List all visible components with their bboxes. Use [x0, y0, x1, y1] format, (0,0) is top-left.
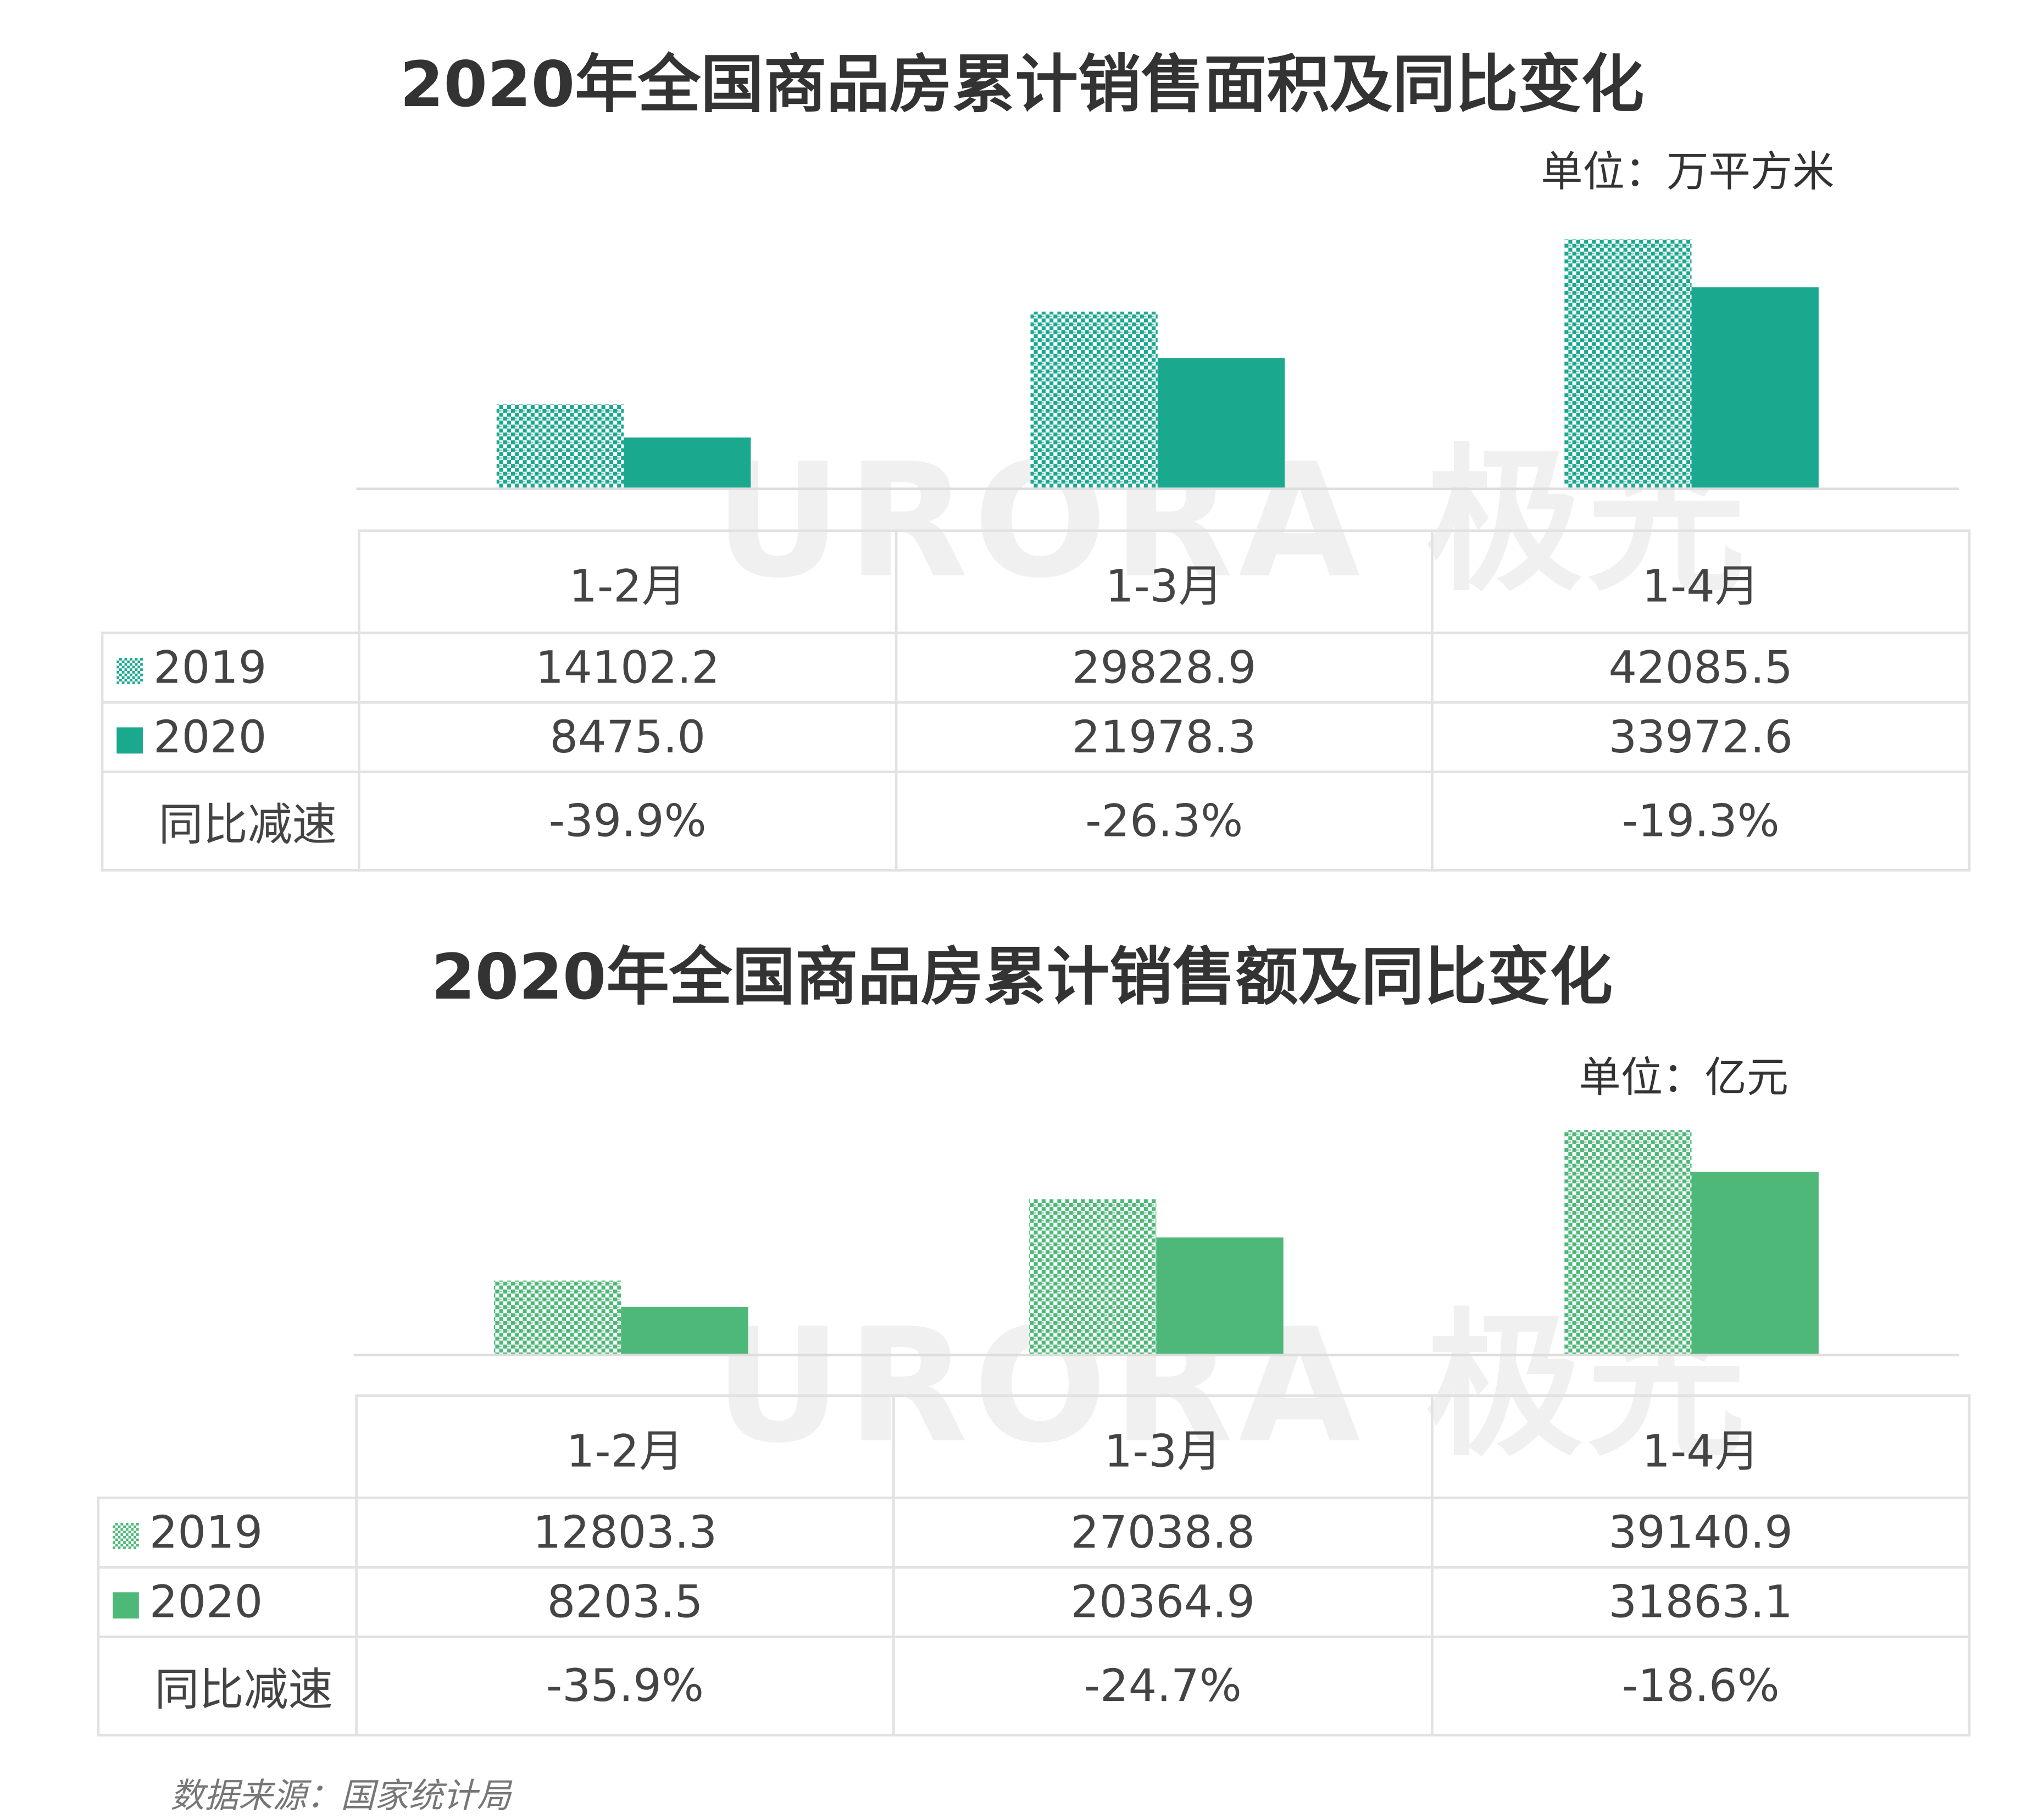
legend-label: 同比减速	[154, 1664, 333, 1717]
table-row: 2019 12803.3 27038.8 39140.9	[97, 1496, 1971, 1569]
table-corner	[102, 530, 360, 635]
data-cell: 21978.3	[895, 701, 1434, 773]
data-cell: 29828.9	[895, 631, 1434, 704]
data-cell: 27038.8	[892, 1496, 1434, 1569]
legend-swatch-2019	[113, 1522, 139, 1549]
row-label: 同比减速	[97, 1635, 358, 1737]
legend-swatch-2019	[116, 657, 143, 684]
column-header: 1-4月	[1430, 529, 1971, 635]
bar-2020-1-4月	[1691, 1172, 1819, 1354]
data-table: 1-2月 1-3月 1-4月 2019 14102.2 29828.9 42085.5 202…	[101, 529, 1971, 872]
bar-chart-area	[356, 239, 1959, 490]
bar-2020-1-2月	[621, 1307, 748, 1354]
legend-swatch-2020	[116, 727, 143, 753]
row-label: 同比减速	[101, 771, 360, 872]
data-cell: 8475.0	[357, 701, 898, 773]
data-cell: -19.3%	[1430, 771, 1971, 872]
unit-label: 单位：亿元	[1579, 1052, 1788, 1102]
bar-2019-1-3月	[1029, 1199, 1157, 1354]
data-cell: 14102.2	[357, 631, 898, 704]
legend-label: 2020	[153, 711, 267, 764]
row-label: 2019	[97, 1496, 358, 1569]
legend-label: 同比减速	[158, 799, 337, 852]
data-cell: -35.9%	[355, 1635, 895, 1737]
bar-2019-1-2月	[493, 1281, 621, 1354]
legend-label: 2019	[149, 1506, 263, 1559]
bar-2020-1-3月	[1157, 358, 1285, 488]
data-cell: 33972.6	[1430, 701, 1971, 773]
bar-2020-1-4月	[1691, 287, 1819, 488]
data-table: 1-2月 1-3月 1-4月 2019 12803.3 27038.8 39140.9 202…	[97, 1394, 1971, 1737]
data-cell: -39.9%	[357, 771, 898, 872]
data-cell: -26.3%	[895, 771, 1434, 872]
data-cell: -18.6%	[1430, 1635, 1971, 1737]
table-row: 同比减速 -35.9% -24.7% -18.6%	[97, 1635, 1971, 1737]
row-label: 2019	[101, 631, 360, 704]
bar-2019-1-4月	[1564, 239, 1692, 488]
bar-2019-1-4月	[1564, 1130, 1692, 1354]
column-header: 1-2月	[355, 1394, 895, 1499]
row-label: 2020	[97, 1566, 358, 1638]
column-header: 1-2月	[357, 529, 898, 635]
data-cell: 39140.9	[1430, 1496, 1971, 1569]
bar-chart-area	[353, 1130, 1959, 1357]
data-cell: 42085.5	[1430, 631, 1971, 704]
legend-label: 2020	[149, 1576, 263, 1628]
table-row: 同比减速 -39.9% -26.3% -19.3%	[101, 771, 1971, 872]
chart-title: 2020年全国商品房累计销售面积及同比变化	[399, 48, 1645, 122]
source-note: 数据来源：国家统计局	[170, 1777, 512, 1817]
data-cell: 8203.5	[355, 1566, 895, 1638]
table-row: 2019 14102.2 29828.9 42085.5	[101, 631, 1971, 704]
data-cell: 20364.9	[892, 1566, 1434, 1638]
table-row: 2020 8203.5 20364.9 31863.1	[97, 1566, 1971, 1638]
column-header: 1-3月	[892, 1394, 1434, 1499]
data-cell: 31863.1	[1430, 1566, 1971, 1638]
table-row: 2020 8475.0 21978.3 33972.6	[101, 701, 1971, 773]
data-cell: 12803.3	[355, 1496, 895, 1569]
column-header: 1-3月	[895, 529, 1434, 635]
row-label: 2020	[101, 701, 360, 773]
legend-swatch-2020	[113, 1592, 139, 1618]
bar-2020-1-2月	[624, 437, 751, 488]
chart-title: 2020年全国商品房累计销售额及同比变化	[431, 941, 1613, 1015]
legend-label: 2019	[153, 641, 267, 694]
unit-label: 单位：万平方米	[1541, 147, 1835, 197]
column-header: 1-4月	[1430, 1394, 1971, 1499]
bar-2020-1-3月	[1156, 1237, 1284, 1354]
table-corner	[98, 1395, 358, 1499]
bar-2019-1-2月	[496, 404, 624, 488]
data-cell: -24.7%	[892, 1635, 1434, 1737]
bar-2019-1-3月	[1030, 311, 1158, 488]
